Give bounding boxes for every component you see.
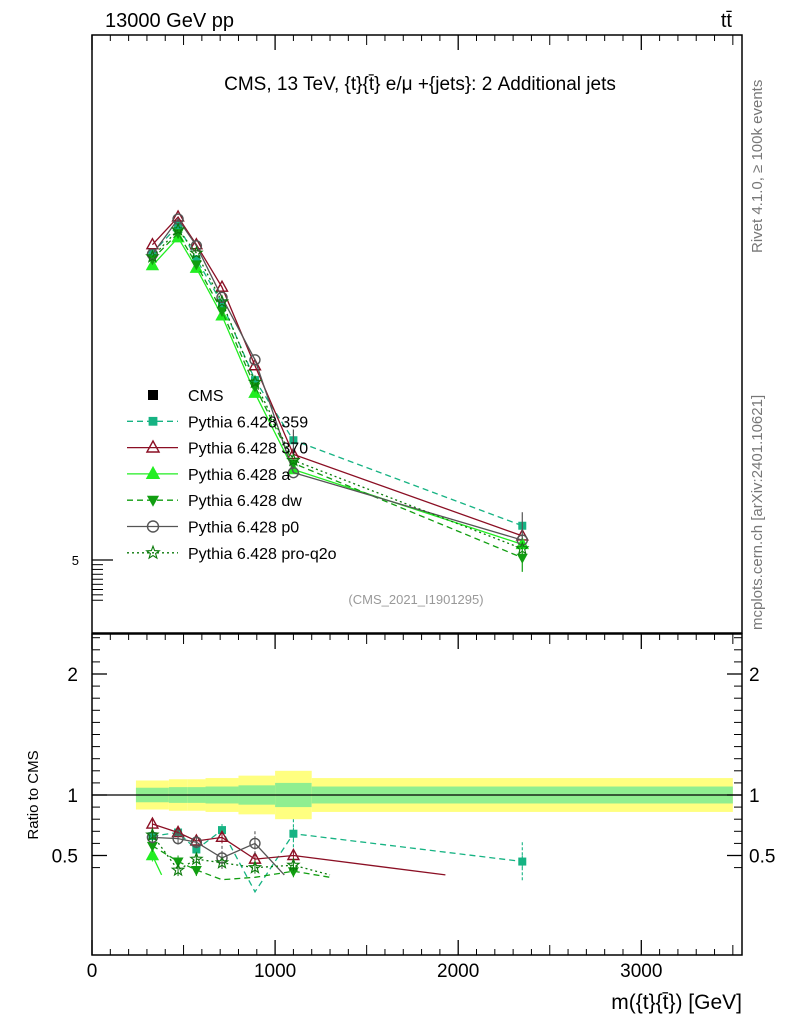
ratio-y-tick-label-right-0: 0.5 (749, 847, 775, 868)
legend-label-6: Pythia 6.428 pro-q2o (188, 546, 337, 563)
main-point-5-0 (145, 249, 160, 263)
ratio-axis-ticks: 0 1000 2000 3000 0.5 0.5 1 1 2 2 (52, 35, 775, 982)
ratio-y-tick-label-left-2: 2 (67, 665, 78, 686)
ratio-point-3-1 (172, 857, 184, 868)
main-panel: CMS, 13 TeV, {t}{t̄} e/μ +{jets}: 2 Addi… (72, 34, 743, 634)
legend-marker-1 (148, 416, 158, 426)
main-point-1-1 (171, 209, 185, 222)
x-tick-label-2: 2000 (437, 961, 479, 982)
main-frame (91, 34, 743, 634)
main-point-0-2 (192, 255, 201, 264)
legend-marker-2 (145, 439, 161, 453)
legend: CMS Pythia 6.428 359 Pythia 6.428 370 Pythi… (127, 388, 337, 563)
x-tick-label-3: 3000 (620, 961, 662, 982)
legend-label-3: Pythia 6.428 a (188, 467, 290, 484)
main-point-5-4 (247, 374, 263, 389)
ratio-point-0-2 (192, 845, 201, 854)
main-series-line-4 (151, 217, 523, 541)
analysis-annotation: (CMS_2021_I1901295) (348, 592, 483, 607)
main-series-group (145, 209, 530, 572)
main-point-5-5 (286, 452, 301, 467)
ratio-series-group (145, 816, 527, 894)
header-left: 13000 GeV pp (105, 10, 234, 32)
ratio-y-tick-label-left-0: 0.5 (52, 847, 78, 868)
legend-marker-5 (146, 520, 160, 533)
main-point-1-3 (215, 279, 229, 292)
ratio-point-0-6 (518, 857, 527, 866)
main-point-5-1 (170, 222, 186, 237)
ratio-series-line-5 (151, 834, 331, 876)
ratio-point-3-0 (146, 841, 158, 852)
ratio-point-0-5 (289, 829, 298, 838)
legend-marker-4 (146, 495, 160, 507)
ratio-point-3-2 (190, 866, 202, 877)
legend-label-2: Pythia 6.428 370 (188, 441, 308, 458)
legend-marker-6 (145, 544, 161, 560)
main-y-tick-label-5: 5 (72, 553, 79, 568)
legend-marker-0 (148, 390, 158, 400)
ratio-y-axis-label: Ratio to CMS (25, 750, 42, 839)
ratio-point-5-3 (214, 855, 230, 869)
ratio-y-tick-label-right-2: 2 (749, 665, 760, 686)
x-tick-label-1: 1000 (254, 961, 296, 982)
ratio-point-5-5 (286, 857, 301, 872)
x-tick-label-0: 0 (87, 961, 98, 982)
ratio-point-2-0 (145, 848, 160, 861)
ratio-point-5-2 (189, 851, 204, 866)
ratio-series-line-4 (152, 836, 285, 876)
main-series-line-1 (151, 215, 523, 537)
rivet-label: Rivet 4.1.0, ≥ 100k events (749, 80, 766, 253)
main-series-line-5 (151, 228, 523, 550)
ratio-point-4-1 (172, 832, 184, 845)
main-point-0-4 (250, 376, 259, 385)
ratio-y-tick-label-right-1: 1 (749, 786, 760, 807)
ratio-point-1-3 (215, 829, 229, 843)
main-point-0-0 (148, 249, 157, 258)
legend-label-4: Pythia 6.428 dw (188, 493, 302, 510)
legend-label-5: Pythia 6.428 p0 (188, 520, 299, 537)
ratio-point-5-4 (247, 859, 263, 874)
header-right: tt̄ (721, 10, 733, 32)
main-point-1-5 (286, 446, 301, 460)
ratio-point-5-0 (145, 827, 160, 842)
x-axis-label: m({t}{t̄}) [GeV] (611, 991, 742, 1014)
legend-label-0: CMS (188, 388, 224, 405)
mcplots-label: mcplots.cern.ch [arXiv:2401.10621] (749, 395, 766, 630)
ratio-panel: 0 1000 2000 3000 0.5 0.5 1 1 2 2 Ratio to CMS m({… (25, 35, 775, 1014)
main-point-4-2 (190, 240, 203, 252)
legend-marker-3 (145, 465, 161, 479)
ratio-y-tick-label-left-1: 1 (67, 786, 78, 807)
main-point-4-4 (249, 354, 261, 366)
main-point-0-3 (218, 299, 226, 308)
main-point-3-2 (190, 260, 202, 271)
main-point-5-3 (214, 294, 230, 308)
legend-label-1: Pythia 6.428 359 (188, 414, 308, 431)
main-point-4-5 (287, 466, 300, 479)
ratio-point-5-1 (170, 862, 186, 877)
ratio-point-4-2 (190, 836, 203, 848)
main-title: CMS, 13 TeV, {t}{t̄} e/μ +{jets}: 2 Addi… (224, 74, 616, 95)
main-y-ticks (92, 559, 113, 601)
main-point-4-3 (216, 291, 228, 304)
main-point-5-2 (189, 245, 204, 260)
